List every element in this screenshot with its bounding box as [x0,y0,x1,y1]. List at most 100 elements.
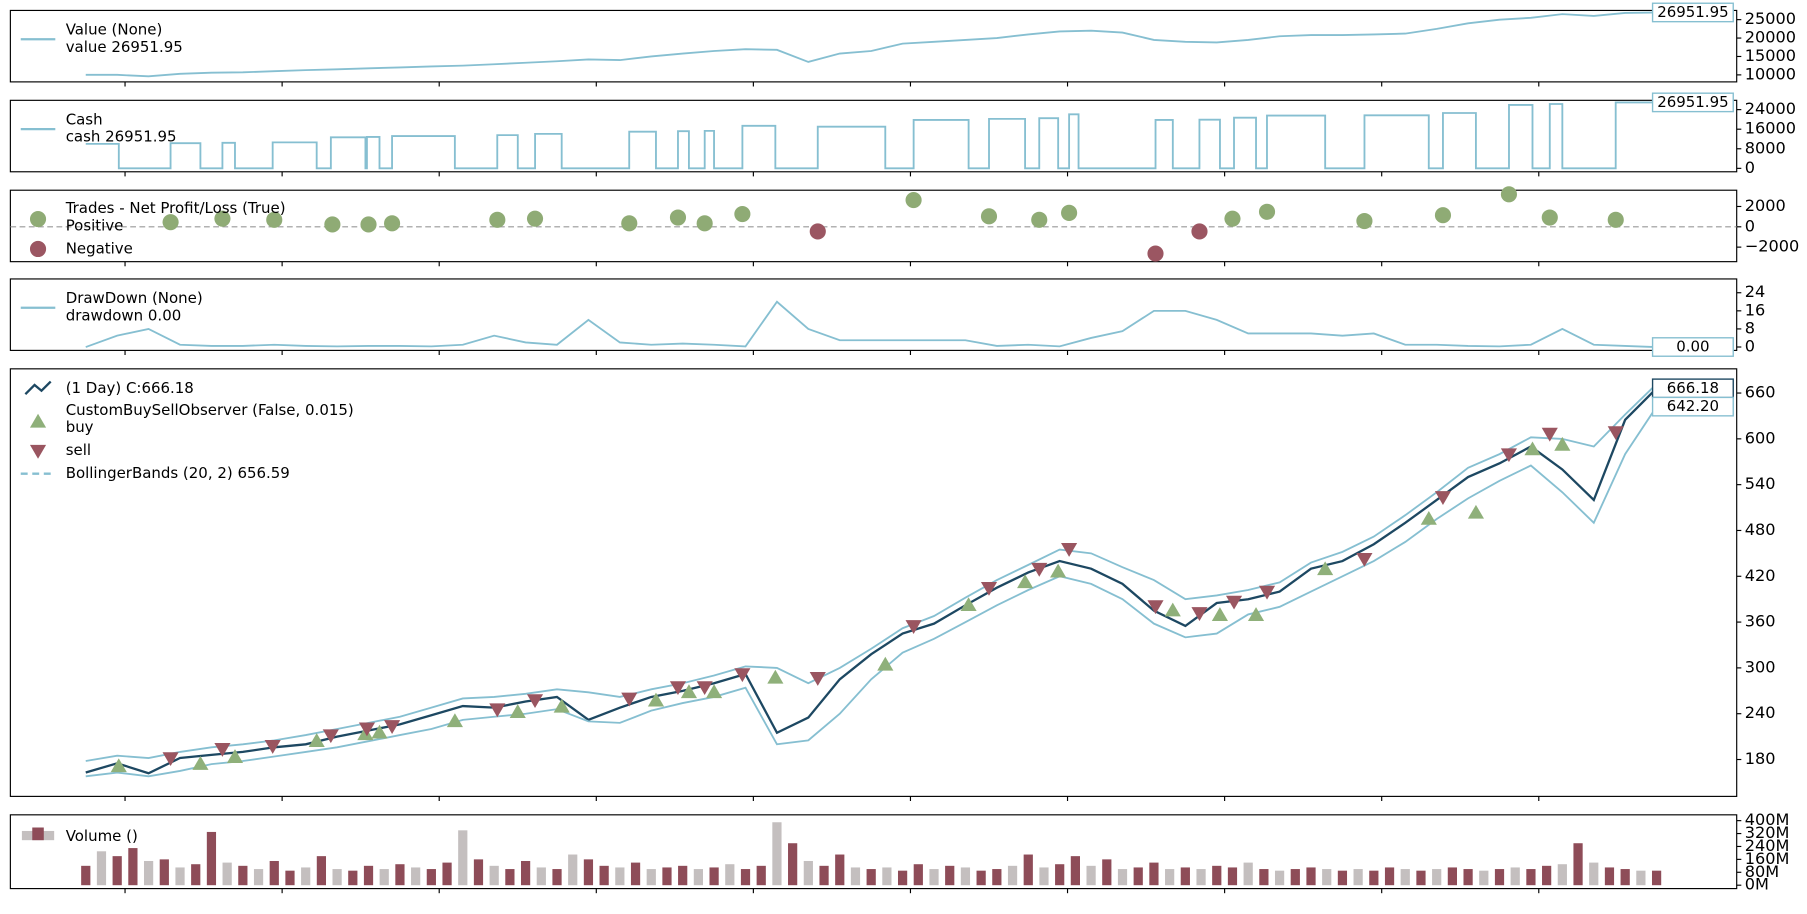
trade-point [621,215,638,232]
volume-bar [1337,870,1348,886]
volume-bar [1259,869,1269,886]
volume-bar [1149,862,1159,886]
volume-bar [803,860,813,886]
trade-point [1434,207,1452,224]
volume-bar [1432,869,1442,886]
legend-label: (1 Day) C:666.18 [66,379,194,397]
volume-bar [929,869,939,886]
buy-marker [1017,574,1034,589]
legend-swatch [32,827,44,841]
last-value-label: 26951.95 [1657,93,1728,111]
sell-marker [1434,491,1452,505]
last-value-label: 0.00 [1676,338,1709,356]
legend-marker [29,413,47,428]
sell-marker [1258,585,1276,600]
trade-point [324,216,341,233]
volume-bar [363,865,374,886]
trade-point [1031,211,1048,228]
volume-bar [1416,870,1426,886]
panel-frame [9,368,1738,797]
trade-point [526,210,544,227]
last-value-box [1651,92,1734,113]
line-series [85,11,1657,78]
legend-label: sell [66,441,91,459]
legend-title: Volume () [66,827,138,845]
volume-bar [81,865,91,886]
volume-bar [740,869,751,886]
trade-point [734,205,751,223]
volume-bar [348,870,358,886]
buy-marker [767,669,784,684]
volume-bar [552,869,562,886]
volume-bar [693,869,704,886]
sell-marker [358,722,376,737]
volume-bar [772,822,782,886]
volume-bar [112,856,122,886]
buy-marker [308,733,325,747]
volume-bar [505,869,515,886]
y-tick-label: 25000 [1745,9,1796,28]
sell-marker [322,729,339,744]
volume-bar [835,854,845,886]
y-tick-label: 8000 [1745,138,1786,157]
volume-bar [1463,869,1473,886]
last-value-label: 666.18 [1667,379,1719,397]
legend-label: cash 26951.95 [66,128,177,146]
buy-marker [371,724,388,739]
y-tick-label: 0 [1745,158,1755,177]
volume-bar [1636,870,1646,886]
volume-bar [1212,865,1222,886]
volume-bar [1055,864,1065,886]
volume-bar [1384,867,1395,886]
trade-point [1356,212,1373,230]
buy-marker [1467,504,1485,519]
volume-bar [238,865,248,886]
sell-marker [669,681,687,696]
volume-bar [945,865,955,886]
volume-bar [1306,867,1316,886]
last-value-box [1651,2,1734,23]
legend-title: CustomBuySellObserver (False, 0.015) [66,401,354,419]
volume-bar [1557,864,1567,886]
volume-bar [1542,865,1552,886]
volume-bar [1023,854,1033,886]
step-series [85,101,1657,170]
volume-bar [269,860,279,886]
line-series [85,387,1658,775]
y-tick-label: 0M [1745,875,1769,894]
y-tick-label: 2000 [1745,196,1786,215]
trade-point [809,223,826,240]
volume-bar [662,867,672,886]
volume-bar [897,870,908,886]
volume-bar [882,867,892,886]
legend-marker [29,444,47,459]
panel-frame [9,99,1738,173]
volume-bar [866,869,876,886]
volume-bar [332,869,342,886]
volume-bar [489,865,499,886]
sell-marker [384,720,401,734]
legend-label: value 26951.95 [66,38,183,56]
volume-bar [1369,870,1379,886]
volume-bar [206,831,217,886]
y-tick-label: 24000 [1745,99,1796,118]
y-tick-label: 160M [1745,849,1790,868]
sell-marker [1061,543,1078,557]
line-series [85,300,1657,348]
volume-bar [1479,870,1489,886]
volume-bar [253,869,264,886]
trade-point [1224,210,1241,227]
volume-bar [536,867,546,886]
volume-bar [175,867,185,886]
volume-bar [568,854,578,886]
volume-bar [411,867,421,886]
volume-bar [473,859,484,886]
buy-marker [553,698,570,713]
y-tick-label: 16000 [1745,119,1796,138]
volume-bar [159,859,169,886]
volume-bar [1227,867,1238,886]
band-lower [85,406,1658,778]
buy-marker [647,692,665,707]
volume-bar [1039,867,1049,886]
